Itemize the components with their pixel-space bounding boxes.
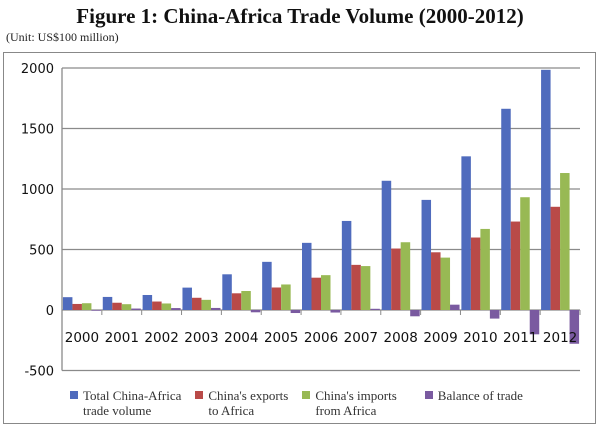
x-tick-label: 2000 <box>65 330 99 346</box>
bar-china-s-imports-from-africa-2010 <box>480 228 490 310</box>
y-tick-label: 1000 <box>21 183 54 198</box>
y-tick-label: -500 <box>24 365 54 380</box>
bar-china-s-imports-from-africa-2006 <box>321 275 331 310</box>
bar-total-china-africa-trade-volume-2000 <box>62 297 73 310</box>
bar-china-s-exports-to-africa-2010 <box>470 237 481 310</box>
bar-balance-of-trade-2010 <box>489 310 500 319</box>
bar-china-s-exports-to-africa-2005 <box>271 287 282 310</box>
bar-total-china-africa-trade-volume-2008 <box>381 180 392 310</box>
bar-total-china-africa-trade-volume-2010 <box>461 156 471 310</box>
bar-balance-of-trade-2009 <box>450 304 460 310</box>
bar-total-china-africa-trade-volume-2001 <box>102 296 113 310</box>
bar-china-s-imports-from-africa-2003 <box>201 299 211 310</box>
bar-china-s-exports-to-africa-2000 <box>72 303 82 310</box>
bar-total-china-africa-trade-volume-2011 <box>501 108 511 310</box>
bar-china-s-imports-from-africa-2000 <box>81 303 92 310</box>
legend-swatch <box>195 391 204 399</box>
x-tick-label: 2003 <box>184 330 218 346</box>
bar-balance-of-trade-2004 <box>250 310 261 313</box>
x-tick-label: 2008 <box>384 330 418 346</box>
bar-china-s-imports-from-africa-2001 <box>121 304 132 310</box>
legend-label-line: trade volume <box>83 403 152 418</box>
x-tick-label: 2005 <box>264 330 298 346</box>
legend-swatch <box>424 391 433 399</box>
legend-label-line: Total China-Africa <box>83 388 182 403</box>
bar-balance-of-trade-2003 <box>210 307 221 310</box>
legend-label-line: from Africa <box>315 403 377 418</box>
x-tick-label: 2011 <box>503 330 537 346</box>
bar-balance-of-trade-2000 <box>91 310 101 311</box>
bar-total-china-africa-trade-volume-2004 <box>222 274 232 310</box>
legend-item: Total China-Africa trade volume <box>70 388 181 418</box>
bar-total-china-africa-trade-volume-2007 <box>341 220 352 310</box>
legend-item: China's imports from Africa <box>302 388 397 418</box>
bar-balance-of-trade-2001 <box>131 308 141 310</box>
bar-total-china-africa-trade-volume-2009 <box>421 199 432 310</box>
bar-total-china-africa-trade-volume-2002 <box>142 294 153 310</box>
bar-balance-of-trade-2012 <box>569 310 580 344</box>
y-tick-label: 500 <box>29 244 54 259</box>
y-tick-label: 0 <box>46 304 54 319</box>
bar-china-s-exports-to-africa-2001 <box>112 302 122 310</box>
legend-label-line: to Africa <box>208 403 255 418</box>
bar-china-s-exports-to-africa-2011 <box>510 221 521 310</box>
bar-china-s-imports-from-africa-2002 <box>161 303 172 310</box>
bar-balance-of-trade-2008 <box>410 310 420 317</box>
legend-item: China's exports to Africa <box>195 388 288 418</box>
y-tick-label: 2000 <box>21 62 54 77</box>
bar-total-china-africa-trade-volume-2012 <box>541 69 551 310</box>
x-tick-label: 2002 <box>144 330 178 346</box>
bar-china-s-exports-to-africa-2004 <box>231 293 242 310</box>
legend-label-line: China's imports <box>315 388 397 403</box>
bar-china-s-imports-from-africa-2007 <box>360 266 371 310</box>
bar-china-s-exports-to-africa-2008 <box>391 248 401 310</box>
x-tick-label: 2001 <box>105 330 139 346</box>
bar-china-s-exports-to-africa-2006 <box>311 277 321 310</box>
bar-china-s-imports-from-africa-2005 <box>281 284 291 310</box>
legend-label: Balance of trade <box>438 388 523 403</box>
legend: Total China-Africa trade volume China's ex… <box>70 388 537 418</box>
x-tick-label: 2006 <box>304 330 338 346</box>
bar-balance-of-trade-2007 <box>370 308 380 310</box>
x-tick-label: 2004 <box>224 330 258 346</box>
legend-swatch <box>302 391 311 399</box>
legend-swatch <box>70 391 78 399</box>
x-tick-label: 2007 <box>344 330 378 346</box>
bar-china-s-exports-to-africa-2009 <box>431 252 441 310</box>
x-tick-label: 2012 <box>543 330 577 346</box>
unit-label: (Unit: US$100 million) <box>6 30 119 44</box>
chart-frame <box>3 52 596 424</box>
bar-balance-of-trade-2005 <box>290 310 301 314</box>
bar-china-s-exports-to-africa-2007 <box>351 264 361 310</box>
bar-total-china-africa-trade-volume-2006 <box>302 242 312 310</box>
legend-item: Balance of trade <box>424 388 523 418</box>
bar-china-s-exports-to-africa-2002 <box>152 301 162 310</box>
bar-china-s-imports-from-africa-2011 <box>520 197 530 310</box>
bar-china-s-imports-from-africa-2009 <box>440 257 451 310</box>
bar-balance-of-trade-2002 <box>171 308 181 310</box>
legend-label-line: China's exports <box>208 388 289 403</box>
legend-label: China's imports from Africa <box>315 388 396 418</box>
bar-total-china-africa-trade-volume-2003 <box>182 287 192 310</box>
bar-china-s-imports-from-africa-2012 <box>560 173 570 310</box>
x-tick-label: 2010 <box>463 330 497 346</box>
chart-title: Figure 1: China-Africa Trade Volume (200… <box>76 4 524 28</box>
legend-label-line: Balance of trade <box>437 388 523 403</box>
bar-balance-of-trade-2011 <box>529 310 540 335</box>
bar-china-s-imports-from-africa-2004 <box>241 291 251 310</box>
y-tick-label: 1500 <box>21 123 54 138</box>
x-tick-label: 2009 <box>423 330 457 346</box>
bar-total-china-africa-trade-volume-2005 <box>262 261 272 310</box>
legend-label: China's exports to Africa <box>208 388 288 418</box>
bar-balance-of-trade-2006 <box>330 310 340 313</box>
bar-china-s-exports-to-africa-2003 <box>191 297 202 310</box>
legend-label: Total China-Africa trade volume <box>83 388 181 418</box>
bar-china-s-imports-from-africa-2008 <box>400 242 411 310</box>
bar-china-s-exports-to-africa-2012 <box>550 206 561 310</box>
